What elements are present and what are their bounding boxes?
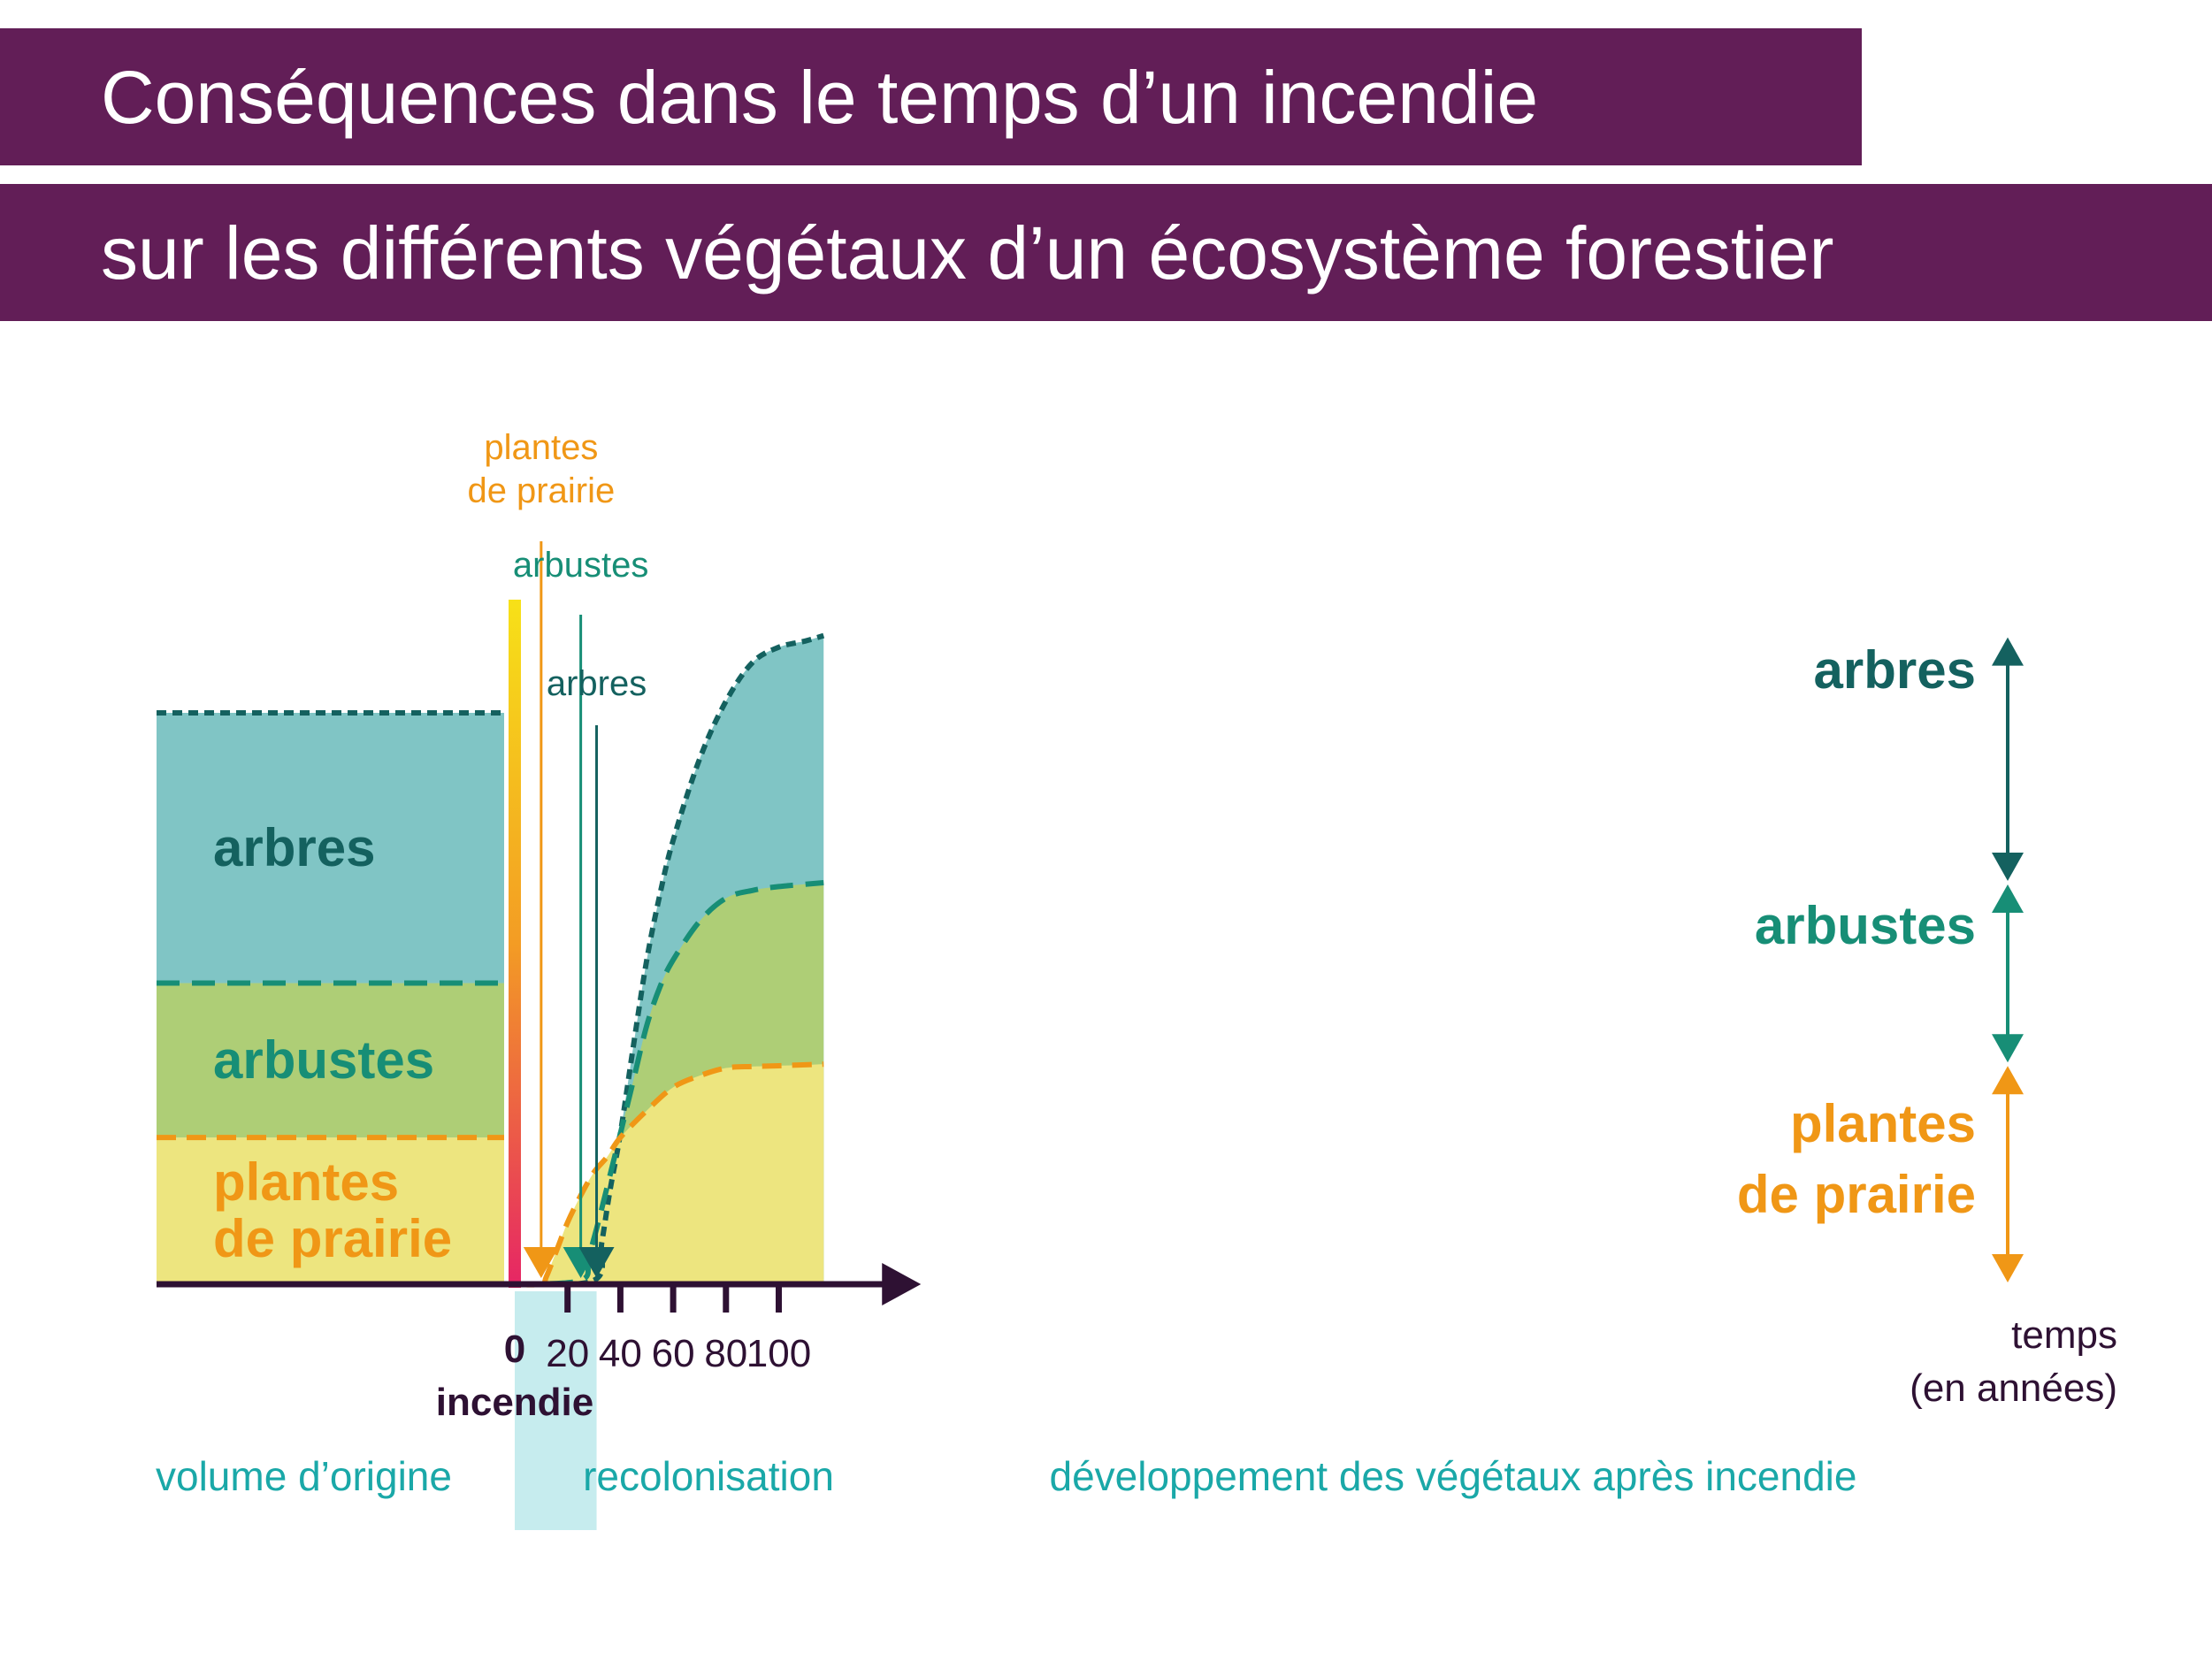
title-banner-line-2: sur les différents végétaux d’un écosyst… (0, 184, 2212, 321)
phase-original: volume d’origine (156, 1453, 452, 1499)
range-arrowhead-top-plantes-de-prairie (1992, 1066, 2024, 1095)
line-arbres (514, 632, 825, 1288)
range-arrowhead-bottom-plantes-de-prairie (1992, 1254, 2024, 1282)
x-axis-label-line2: (en années) (1910, 1366, 2117, 1410)
range-arrowhead-top-arbustes (1992, 884, 2024, 914)
fire-marker (509, 600, 521, 1288)
tick-label-40: 40 (599, 1332, 642, 1375)
area-plantes-de-prairie (515, 1064, 824, 1285)
right-label-arbres: arbres (1814, 640, 1976, 700)
annotation-label-3: arbres (547, 664, 647, 703)
original-label-arbres: arbres (213, 818, 375, 877)
right-label-arbustes: arbustes (1755, 896, 1976, 955)
title-line-1: Conséquences dans le temps d’un incendie (101, 55, 1539, 139)
original-label-arbustes: arbustes (213, 1030, 434, 1090)
x-origin-label: incendie (436, 1381, 594, 1424)
phase-development: développement des végétaux après incendi… (1050, 1453, 1857, 1499)
title-line-2: sur les différents végétaux d’un écosyst… (101, 210, 1834, 295)
line-plantes-de-prairie (514, 1061, 824, 1288)
line-arbustes (514, 880, 824, 1287)
original-bar-arbustes (157, 983, 504, 1138)
tick-label-100: 100 (746, 1332, 811, 1375)
title-banner-line-1: Conséquences dans le temps d’un incendie (0, 28, 1862, 165)
range-arrowhead-top-arbres (1992, 637, 2024, 666)
annotation-arrowhead-3 (578, 1247, 615, 1278)
tick-label-80: 80 (704, 1332, 747, 1375)
original-label-plantes-de-prairie: de prairie (213, 1209, 452, 1268)
right-label-plantes-de-prairie: de prairie (1737, 1165, 1976, 1224)
range-arrowhead-bottom-arbustes (1992, 1034, 2024, 1063)
right-label-plantes-de-prairie: plantes (1790, 1094, 1976, 1153)
recolonisation-band (515, 1291, 597, 1530)
tick-label-0: 0 (504, 1328, 525, 1371)
annotation-label-2: arbustes (513, 546, 648, 585)
original-bar-plantes-de-prairie (157, 1137, 504, 1284)
original-bar-arbres (157, 712, 504, 984)
tick-label-60: 60 (652, 1332, 695, 1375)
x-axis-arrowhead (882, 1263, 922, 1305)
annotation-arrowhead-1 (523, 1247, 559, 1278)
tick-label-20: 20 (546, 1332, 589, 1375)
original-label-plantes-de-prairie: plantes (213, 1152, 399, 1212)
x-axis-label-line1: temps (2011, 1313, 2117, 1357)
annotation-label-1: plantes (484, 428, 598, 467)
phase-recolonisation: recolonisation (583, 1453, 834, 1499)
annotation-label-1: de prairie (467, 471, 615, 510)
range-arrowhead-bottom-arbres (1992, 853, 2024, 882)
